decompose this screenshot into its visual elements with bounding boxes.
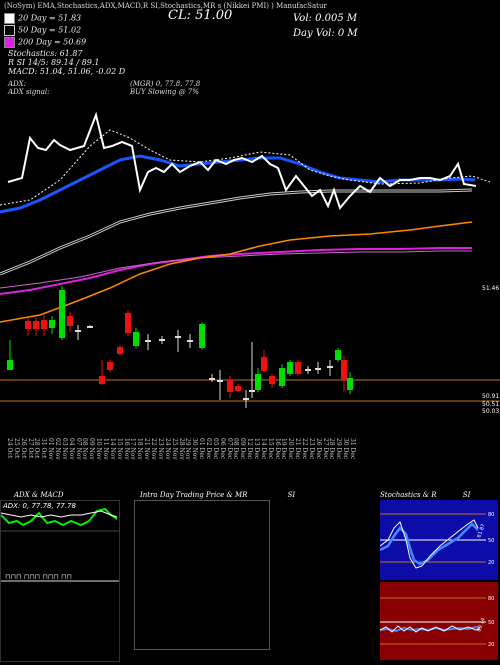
date-label: 11 Nov xyxy=(102,438,110,460)
date-label: 06 Dec xyxy=(218,438,226,460)
date-label: 03 Nov xyxy=(60,438,68,460)
stoch-panel-title: Stochastics & R SI xyxy=(380,491,470,499)
date-label: 02 Dec xyxy=(204,438,212,460)
date-label: 05 Dec xyxy=(211,438,219,460)
date-label: 25 Nov xyxy=(170,438,178,460)
adx-values: (MGR) 0, 77.8, 77.8 xyxy=(130,80,201,88)
stoch-tick-80: 80 xyxy=(488,512,494,518)
ema20-price-line xyxy=(7,111,477,211)
ema-magenta-thin-line xyxy=(0,250,472,289)
adx-panel-values: ADX: 0, 77.78, 77.78 xyxy=(2,502,77,510)
ema200-swatch xyxy=(4,37,15,48)
rsi-tick-80: 80 xyxy=(488,596,494,602)
stoch-tick-20: 20 xyxy=(488,560,494,566)
ema-orange-line xyxy=(0,221,473,323)
date-label: 15 Dec xyxy=(266,438,274,460)
ema-slow-inner-line xyxy=(0,189,473,275)
ema20-swatch xyxy=(4,13,15,24)
macd-glyphs: ⊓⊓⊓ ⊓⊓⊓ ⊓⊓⊓ ⊓⊓ xyxy=(5,573,72,581)
ema50-swatch xyxy=(4,25,15,36)
date-label: 22 Dec xyxy=(300,438,308,460)
rsi-value: 89.14 xyxy=(476,617,487,633)
stoch-d-line xyxy=(379,519,479,569)
intraday-title-suffix: SI xyxy=(287,491,296,499)
indicator-header: (NoSym) EMA,Stochastics,ADX,MACD,R SI,St… xyxy=(4,2,327,10)
price-chart: 51.46 50.91 50.51 50.03 xyxy=(0,111,500,415)
intraday-panel-title: Intra Day Trading Price & MR SI xyxy=(140,491,295,499)
ema-magenta-line xyxy=(0,247,472,295)
legend-ema50: 50 Day = 51.02 xyxy=(4,25,81,36)
date-label: 25 Oct xyxy=(12,438,20,459)
ema50-label: 50 Day = 51.02 xyxy=(18,25,82,35)
ema200-label: 200 Day = 50.69 xyxy=(18,37,87,47)
date-label: 23 Dec xyxy=(307,438,315,460)
rsi-tick-20: 20 xyxy=(488,642,494,648)
date-label: 26 Dec xyxy=(314,438,322,460)
adx-line xyxy=(0,507,118,527)
stoch-tick-50: 50 xyxy=(488,538,494,544)
adx-label: ADX: xyxy=(8,80,27,88)
stoch-k-line xyxy=(379,522,479,566)
stoch-title-text: Stochastics & R xyxy=(380,491,437,499)
date-label: 24 Oct xyxy=(6,438,13,459)
date-label: 14 Nov xyxy=(108,438,116,460)
ema20-label: 20 Day = 51.83 xyxy=(18,13,82,23)
date-label: 22 Nov xyxy=(150,438,158,460)
adx-macd-panel: ADX: 0, 77.78, 77.78 ⊓⊓⊓ ⊓⊓⊓ ⊓⊓⊓ ⊓⊓ xyxy=(0,500,120,662)
rsi-white-line xyxy=(379,625,481,633)
close-price-title: CL: 51.00 xyxy=(168,8,233,23)
adx-signal-label: ADX signal: xyxy=(8,88,50,96)
legend-ema200: 200 Day = 50.69 xyxy=(4,37,86,48)
macd-readout: MACD: 51.04, 51.06, -0.02 D xyxy=(8,67,126,76)
stoch-value: 61.87 xyxy=(476,523,487,539)
intraday-title-text: Intra Day Trading Price & MR xyxy=(140,491,248,499)
price-label-50-03: 50.03 xyxy=(482,408,499,415)
date-label: 26 Oct xyxy=(19,438,27,459)
day-volume-label: Day Vol: 0 M xyxy=(293,28,358,39)
date-label: 15 Nov xyxy=(115,438,123,460)
price-label-51-46: 51.46 xyxy=(482,285,499,292)
legend-ema20: 20 Day = 51.83 xyxy=(4,13,81,24)
price-label-50-51: 50.51 xyxy=(482,401,499,408)
date-label: 02 Nov xyxy=(54,438,62,460)
adx-white-line xyxy=(0,510,118,518)
rsi-readout: R SI 14/5: 89.14 / 89.1 xyxy=(8,58,100,67)
adx-signal-text: BUY Slowing @ 7% xyxy=(130,88,199,96)
date-label: 24 Nov xyxy=(163,438,171,460)
rsi-tick-50: 50 xyxy=(488,620,494,626)
stochastics-panel: 80 50 20 61.87 80 50 20 89.14 xyxy=(379,500,498,660)
price-label-50-91: 50.91 xyxy=(482,393,499,400)
volume-label: Vol: 0.005 M xyxy=(293,13,358,24)
stoch-rsi-plot: 80 50 20 61.87 80 50 20 89.14 xyxy=(379,500,498,660)
date-label: 23 Nov xyxy=(156,438,164,460)
date-label: 14 Dec xyxy=(259,438,267,460)
date-label: 31 Dec xyxy=(349,438,356,460)
ema-dashed-line xyxy=(0,129,491,206)
adx-macd-plot: ADX: 0, 77.78, 77.78 ⊓⊓⊓ ⊓⊓⊓ ⊓⊓⊓ ⊓⊓ xyxy=(0,502,119,582)
stochastics-readout: Stochastics: 61.87 xyxy=(8,49,83,58)
date-label: 13 Dec xyxy=(252,438,260,460)
candles xyxy=(7,286,353,408)
intraday-panel xyxy=(134,500,270,650)
adx-macd-panel-title: ADX & MACD xyxy=(14,491,64,499)
stoch-title-suffix: SI xyxy=(462,491,471,499)
ema-blue-line xyxy=(0,154,476,214)
ema-slow-grey-line xyxy=(0,188,473,276)
date-label: 04 Nov xyxy=(67,438,75,460)
rsi-bg xyxy=(380,582,498,660)
date-axis: 24 Oct 25 Oct 26 Oct 27 Oct 28 Oct 31 Oct 01 N… xyxy=(0,438,500,478)
